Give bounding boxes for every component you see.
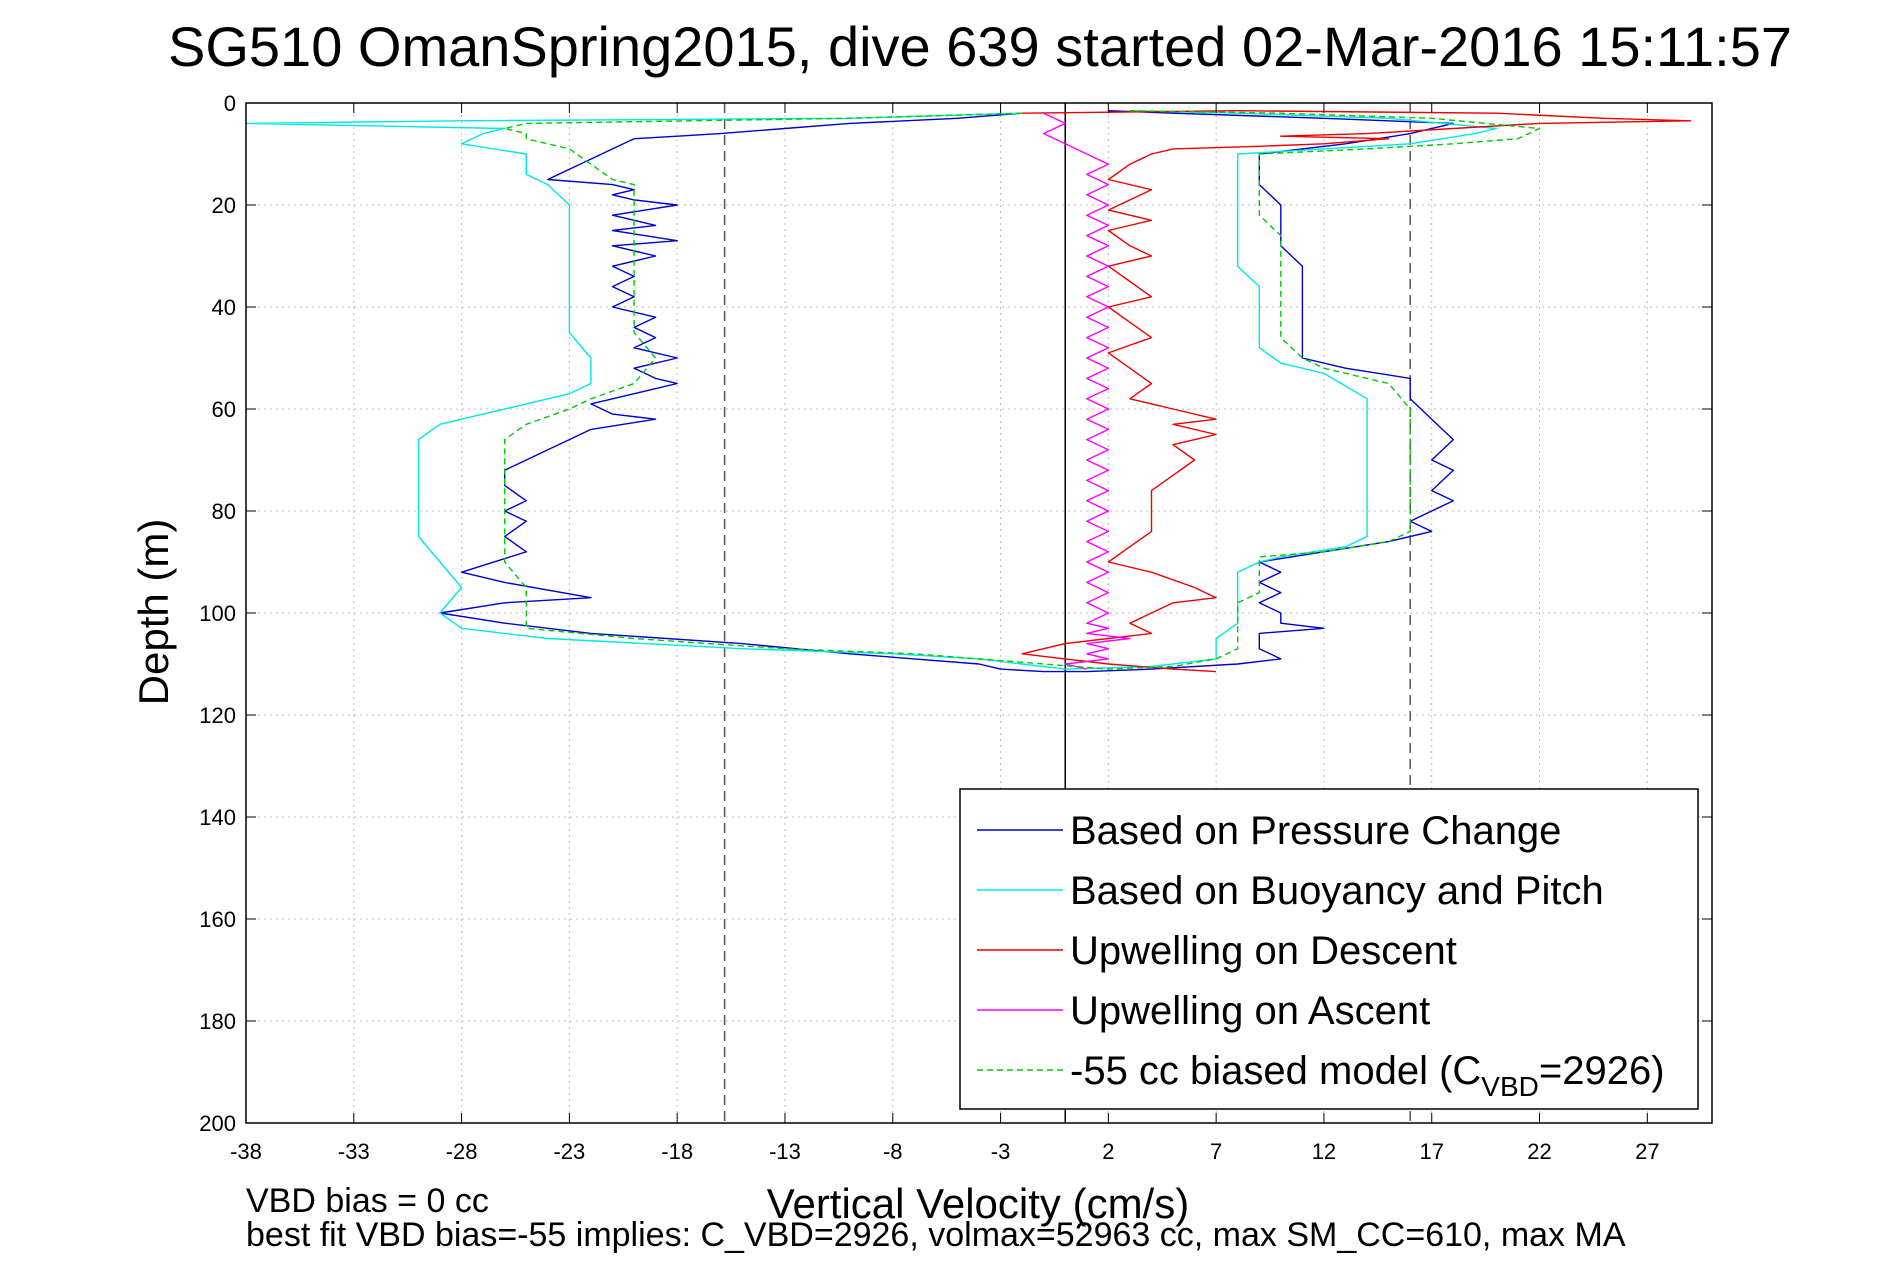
x-tick-label: -18 [661,1139,693,1164]
legend-entry: Upwelling on Ascent [977,989,1430,1033]
x-tick-label: 27 [1635,1139,1659,1164]
x-tick-label: 12 [1312,1139,1336,1164]
x-tick-label: -13 [769,1139,801,1164]
x-tick-label: -38 [230,1139,262,1164]
y-axis-label: Depth (m) [130,519,177,706]
x-tick-label: -33 [338,1139,370,1164]
y-tick-label: 80 [212,499,236,524]
y-tick-label: 180 [199,1009,236,1034]
series-5 [504,110,1541,670]
series-4 [1042,112,1131,670]
x-tick-label: -28 [446,1139,478,1164]
legend-label: Based on Buoyancy and Pitch [1070,869,1604,913]
y-tick-label: 20 [212,193,236,218]
x-tick-label: 22 [1527,1139,1551,1164]
series-layer [245,109,1692,673]
legend-label: Upwelling on Descent [1070,929,1457,973]
x-axis-ticks: -38 -33 -28 -23 -18 -13 -8 -3 2 7 12 17 22 27 [230,103,1660,1164]
series-line [1021,109,1692,673]
legend-entry: -55 cc biased model (CVBD=2926) [977,1049,1665,1102]
legend-box [959,788,1699,1110]
legend-label: Upwelling on Ascent [1070,989,1430,1033]
x-tick-label: 7 [1210,1139,1222,1164]
legend-entry: Based on Pressure Change [977,809,1561,853]
y-tick-label: 40 [212,295,236,320]
y-tick-label: 100 [199,601,236,626]
legend-entry: Based on Buoyancy and Pitch [977,869,1604,913]
x-tick-label: -8 [883,1139,903,1164]
y-tick-label: 140 [199,805,236,830]
x-tick-label: -23 [553,1139,585,1164]
best-fit-annotation: best fit VBD bias=-55 implies: C_VBD=292… [246,1216,1626,1254]
legend-entries: Based on Pressure Change Based on Buoyanc… [977,809,1665,1102]
x-tick-label: -3 [991,1139,1011,1164]
series-3 [1021,109,1692,673]
series-line [504,110,1541,670]
vbd-bias-annotation: VBD bias = 0 cc [246,1182,489,1220]
series-line [1042,112,1131,670]
series-2 [245,110,1498,670]
x-tick-label: 17 [1419,1139,1443,1164]
x-axis-label: Vertical Velocity (cm/s) [767,1180,1189,1227]
legend-label: -55 cc biased model (CVBD=2926) [1070,1049,1665,1102]
y-tick-label: 60 [212,397,236,422]
series-line [245,110,1498,670]
x-tick-label: 2 [1102,1139,1114,1164]
y-tick-label: 160 [199,907,236,932]
legend-label: Based on Pressure Change [1070,809,1561,853]
chart-title: SG510 OmanSpring2015, dive 639 started 0… [168,15,1792,78]
legend: Based on Pressure Change Based on Buoyanc… [959,788,1699,1110]
y-tick-label: 120 [199,703,236,728]
y-tick-label: 200 [199,1111,236,1136]
y-tick-label: 0 [224,91,236,116]
legend-entry: Upwelling on Descent [977,929,1457,973]
y-axis-ticks: 0 20 40 60 80 100 120 140 160 180 200 [199,91,1712,1136]
